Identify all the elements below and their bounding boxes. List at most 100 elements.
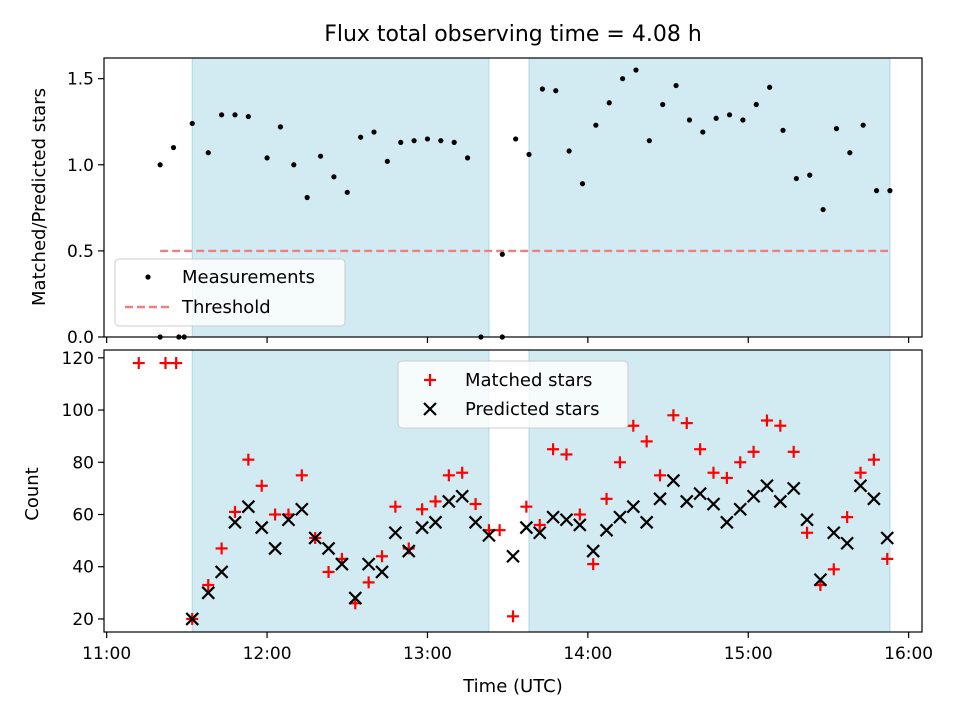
top-y-tick-label: 1.0 (67, 156, 94, 176)
predicted-point-b (321, 541, 336, 556)
predicted-point-b (415, 520, 429, 535)
predicted-point (519, 520, 534, 535)
x-tick-label: 13:00 (403, 644, 452, 664)
x-tick-label: 11:00 (82, 644, 131, 664)
matched-point (787, 445, 800, 458)
predicted-point-b (228, 515, 242, 530)
measurement-point (820, 206, 826, 213)
legend-matched-marker (424, 374, 436, 386)
legend-predicted-label: Predicted stars (465, 399, 599, 420)
predicted-point-b (281, 512, 296, 527)
matched-point (132, 357, 145, 370)
predicted-point-b (813, 572, 828, 587)
bottom-legend-box (397, 360, 629, 429)
matched-point (587, 558, 600, 571)
predicted-points (185, 473, 895, 626)
bottom-y-ticks: 20 40 60 80 100 120 (62, 349, 104, 630)
predicted-point-b (706, 497, 721, 511)
predicted-point-b (840, 536, 854, 551)
predicted-point-b (586, 544, 600, 558)
measurement-point (358, 134, 364, 140)
matched-point (376, 550, 389, 563)
top-y-tick-label: 0.0 (67, 328, 94, 348)
matched-point (760, 414, 773, 427)
top-y-tick-label: 1.5 (67, 70, 94, 90)
matched-point (613, 456, 626, 469)
predicted-point (613, 510, 627, 524)
predicted-point (281, 512, 296, 527)
measurement-point (553, 88, 559, 94)
predicted-point (760, 478, 774, 493)
measurement-point (606, 100, 612, 106)
x-tick-label: 12:00 (243, 644, 292, 664)
measurement-point (700, 129, 706, 135)
measurement-point (157, 162, 163, 168)
bottom-y-tick-label: 100 (62, 401, 94, 421)
predicted-point-b (428, 515, 443, 530)
predicted-point (214, 565, 229, 579)
matched-point (389, 500, 402, 513)
measurement-point (793, 175, 799, 182)
measurement-point (873, 188, 880, 194)
matched-point (442, 469, 455, 482)
predicted-point-b (388, 525, 403, 540)
predicted-point-b (626, 499, 641, 514)
measurement-point (438, 138, 444, 144)
matched-point (774, 419, 787, 432)
top-shaded-spans (191, 57, 891, 338)
chart-title: Flux total observing time = 4.08 h (324, 22, 702, 47)
matched-point (801, 526, 814, 539)
measurement-point (398, 139, 404, 145)
top-x-ticks (106, 337, 910, 343)
measurement-point (499, 251, 505, 257)
predicted-point (308, 531, 322, 545)
predicted-point-b (746, 489, 761, 504)
predicted-point-b (308, 531, 322, 545)
predicted-point-b (361, 557, 376, 571)
measurement-point (424, 136, 431, 142)
predicted-point-b (295, 502, 309, 517)
matched-point (654, 469, 667, 482)
top-y-ticks: 0.0 0.5 1.0 1.5 (67, 70, 104, 348)
measurement-point (245, 113, 251, 120)
matched-point (720, 471, 733, 484)
bottom-axes-frame (103, 349, 923, 633)
measurement-point (686, 117, 693, 123)
predicted-point-b (573, 518, 587, 532)
matched-point (747, 445, 760, 458)
measurement-point (526, 151, 532, 158)
predicted-point (773, 494, 788, 509)
predicted-point (455, 489, 469, 504)
predicted-point-b (214, 565, 229, 579)
matched-point (170, 357, 183, 370)
x-tick-label: 16:00 (884, 644, 933, 664)
measurement-point (371, 129, 377, 135)
measurement-point (277, 124, 284, 130)
top-shaded-span-1 (528, 57, 891, 338)
measurement-point (304, 194, 310, 201)
matched-point (362, 576, 375, 589)
predicted-point-b (599, 523, 614, 537)
predicted-point (880, 531, 895, 545)
measurement-point (513, 136, 519, 142)
matched-point (547, 443, 560, 456)
bottom-legend: Matched stars Predicted stars (397, 360, 629, 429)
matched-point (429, 495, 442, 508)
predicted-point (185, 612, 199, 626)
predicted-point (800, 512, 814, 527)
predicted-point (679, 494, 694, 509)
matched-point (667, 409, 680, 422)
matched-point (215, 542, 228, 555)
bottom-y-tick-label: 40 (72, 558, 94, 578)
predicted-point (532, 525, 547, 540)
matched-point (269, 508, 282, 521)
matched-point (734, 456, 747, 469)
predicted-point-b (241, 499, 256, 514)
predicted-point (268, 541, 282, 556)
predicted-point-b (401, 544, 416, 558)
legend-matched-label: Matched stars (465, 370, 592, 391)
predicted-point (482, 528, 496, 543)
predicted-point (506, 549, 520, 564)
predicted-point-b (519, 520, 534, 535)
